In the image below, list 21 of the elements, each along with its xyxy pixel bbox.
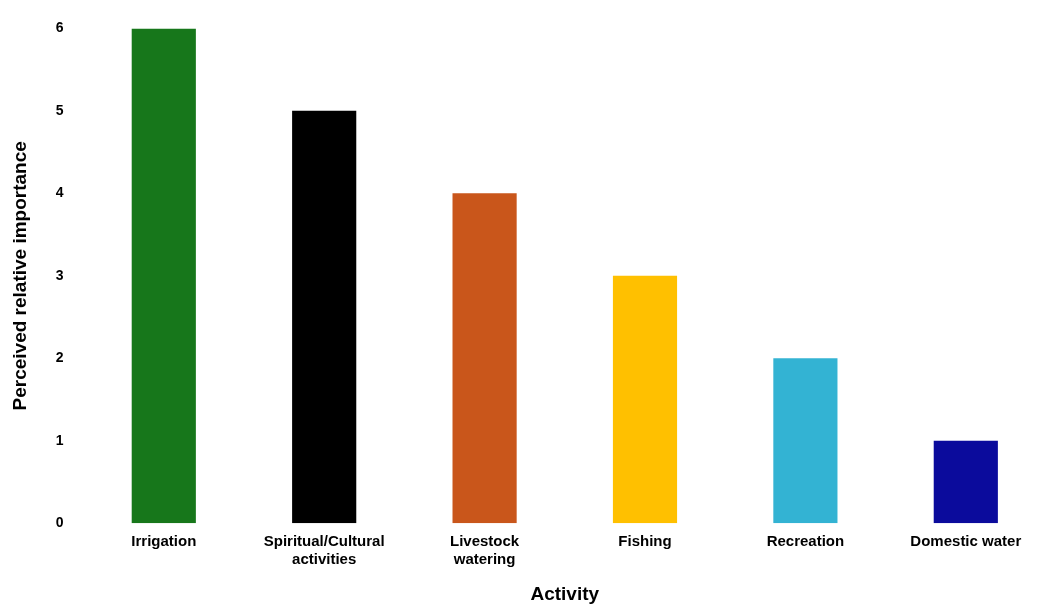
x-tick-label: Domestic water bbox=[910, 532, 1022, 550]
x-tick-label: Fishing bbox=[618, 532, 672, 550]
y-tick-label: 5 bbox=[55, 101, 64, 118]
y-tick-label: 2 bbox=[55, 349, 64, 366]
bar bbox=[131, 28, 196, 524]
y-tick-label: 1 bbox=[55, 431, 64, 448]
x-tick-label: Irrigation bbox=[131, 532, 197, 550]
bar bbox=[773, 358, 838, 524]
bar bbox=[933, 440, 998, 524]
x-tick-label: Spiritual/Cultural activities bbox=[263, 532, 385, 568]
y-tick-label: 0 bbox=[55, 514, 64, 531]
y-axis-title: Perceived relative importance bbox=[8, 141, 30, 411]
y-tick-label: 4 bbox=[55, 184, 64, 201]
bar bbox=[292, 110, 357, 524]
bar bbox=[452, 193, 517, 524]
y-tick-label: 6 bbox=[55, 19, 64, 36]
x-axis-title: Activity bbox=[530, 582, 600, 604]
x-tick-label: Livestock watering bbox=[449, 532, 520, 568]
x-tick-label: Recreation bbox=[766, 532, 845, 550]
bar bbox=[612, 275, 678, 524]
y-tick-label: 3 bbox=[55, 266, 64, 283]
